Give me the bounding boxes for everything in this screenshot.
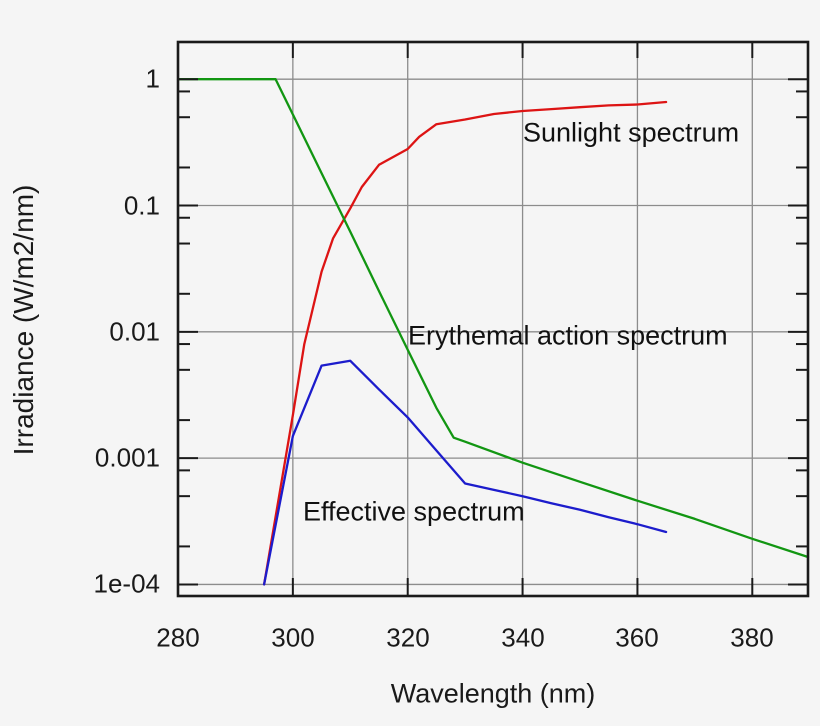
y-tick-label: 0.1 <box>123 190 160 221</box>
x-axis-title: Wavelength (nm) <box>390 678 596 709</box>
x-tick-label: 280 <box>156 622 200 653</box>
plot-frame <box>176 40 810 598</box>
y-axis-title: Irradiance (W/m2/nm) <box>8 184 39 456</box>
x-tick-label: 300 <box>271 622 315 653</box>
x-tick-label: 380 <box>730 622 774 653</box>
x-tick-label: 340 <box>501 622 545 653</box>
x-tick-label: 360 <box>615 622 659 653</box>
x-tick-label: 320 <box>386 622 430 653</box>
y-tick-label: 0.01 <box>109 316 160 347</box>
y-tick-label: 1e-04 <box>93 568 161 599</box>
sunlight-spectrum-label: Sunlight spectrum <box>523 117 740 148</box>
effective-spectrum-label: Effective spectrum <box>303 496 525 527</box>
erythemal-action-spectrum-label: Erythemal action spectrum <box>408 320 728 351</box>
y-tick-label: 1 <box>145 63 160 94</box>
curve-erythemal-action-spectrum <box>176 78 810 559</box>
curve-effective-spectrum <box>262 359 668 586</box>
y-tick-label: 0.001 <box>94 442 160 473</box>
curve-sunlight-spectrum <box>262 100 668 586</box>
